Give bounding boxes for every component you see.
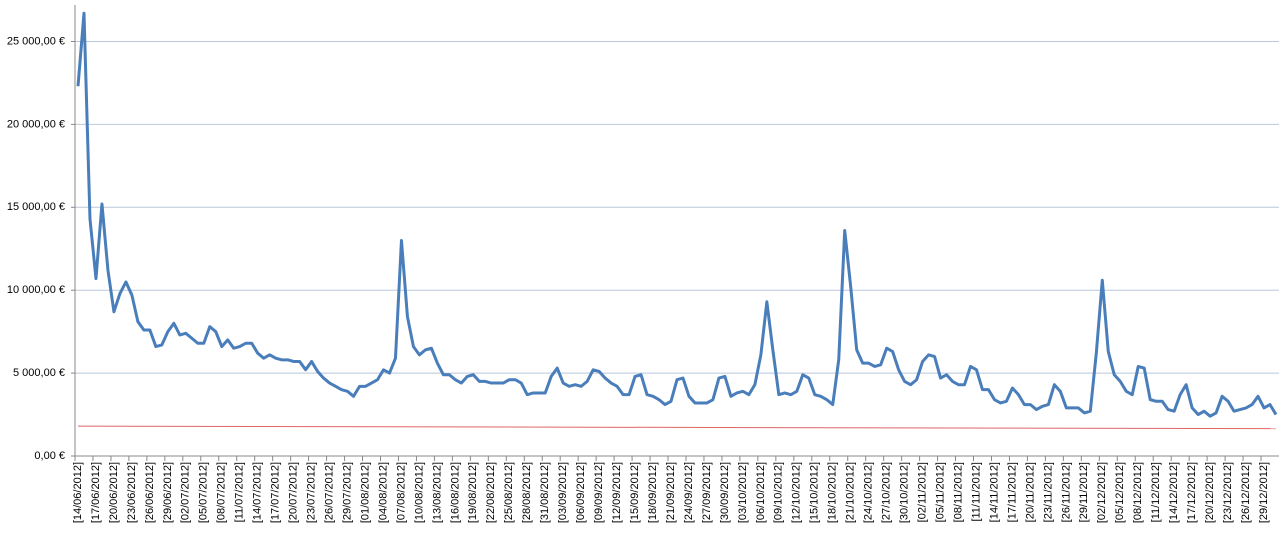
- x-tick-label: [06/10/2012]: [755, 462, 767, 523]
- x-tick-label: [18/09/2012]: [647, 462, 659, 523]
- x-tick-label: [17/07/2012]: [270, 462, 282, 523]
- x-tick-label: [24/10/2012]: [863, 462, 875, 523]
- x-tick-label: [06/09/2012]: [575, 462, 587, 523]
- y-tick-label: 10 000,00 €: [7, 284, 65, 296]
- x-tick-label: [29/11/2012]: [1078, 462, 1090, 522]
- x-tick-label: [27/09/2012]: [701, 462, 713, 523]
- x-tick-label: [02/07/2012]: [180, 462, 192, 523]
- x-tick-label: [16/08/2012]: [449, 462, 461, 523]
- data-line: [76, 11, 1278, 418]
- x-tick-label: [11/11/2012]: [970, 462, 982, 522]
- x-tick-label: [17/12/2012]: [1186, 462, 1198, 523]
- x-tick-label: [25/08/2012]: [503, 462, 515, 523]
- x-tick-label: [26/12/2012]: [1240, 462, 1252, 523]
- x-tick-label: [18/10/2012]: [827, 462, 839, 523]
- x-tick-label: [15/09/2012]: [629, 462, 641, 523]
- x-tick-label: [07/08/2012]: [395, 462, 407, 523]
- x-tick-label: [23/11/2012]: [1042, 462, 1054, 522]
- x-tick-label: [28/08/2012]: [521, 462, 533, 523]
- x-tick-label: [01/08/2012]: [359, 462, 371, 523]
- x-tick-label: [27/10/2012]: [881, 462, 893, 523]
- x-tick-label: [03/09/2012]: [557, 462, 569, 523]
- x-tick-label: [11/07/2012]: [234, 462, 246, 522]
- x-tick-label: [23/12/2012]: [1222, 462, 1234, 523]
- x-tick-label: [14/07/2012]: [252, 462, 264, 523]
- x-tick-label: [02/11/2012]: [916, 462, 928, 522]
- x-tick-label: [13/08/2012]: [431, 462, 443, 523]
- x-tick-label: [20/06/2012]: [108, 462, 120, 523]
- y-tick-label: 5 000,00 €: [13, 367, 65, 379]
- x-tick-label: [23/06/2012]: [126, 462, 138, 523]
- x-tick-label: [11/12/2012]: [1150, 462, 1162, 522]
- x-tick-label: [14/12/2012]: [1168, 462, 1180, 523]
- x-tick-label: [12/10/2012]: [791, 462, 803, 523]
- x-tick-label: [30/09/2012]: [719, 462, 731, 523]
- x-tick-label: [08/12/2012]: [1132, 462, 1144, 523]
- y-tick-label: 20 000,00 €: [7, 118, 65, 130]
- x-tick-label: [14/06/2012]: [72, 462, 84, 523]
- x-tick-label: [20/07/2012]: [288, 462, 300, 523]
- x-tick-label: [30/10/2012]: [899, 462, 911, 523]
- x-tick-label: [24/09/2012]: [683, 462, 695, 523]
- x-tick-label: [14/11/2012]: [988, 462, 1000, 522]
- x-tick-label: [10/08/2012]: [413, 462, 425, 523]
- x-tick-label: [09/10/2012]: [773, 462, 785, 523]
- x-tick-label: [21/10/2012]: [845, 462, 857, 523]
- x-tick-label: [08/11/2012]: [952, 462, 964, 522]
- x-tick-label: [04/08/2012]: [377, 462, 389, 523]
- x-tick-label: [15/10/2012]: [809, 462, 821, 523]
- x-tick-label: [21/09/2012]: [665, 462, 677, 523]
- x-tick-label: [08/07/2012]: [216, 462, 228, 523]
- x-tick-label: [05/11/2012]: [934, 462, 946, 522]
- y-tick-label: 0,00 €: [34, 450, 65, 462]
- x-tick-label: [29/12/2012]: [1258, 462, 1270, 523]
- x-tick-label: [03/10/2012]: [737, 462, 749, 523]
- x-tick-label: [02/12/2012]: [1096, 462, 1108, 523]
- x-tick-label: [17/06/2012]: [90, 462, 102, 523]
- x-tick-label: [20/11/2012]: [1024, 462, 1036, 522]
- x-tick-label: [09/09/2012]: [593, 462, 605, 523]
- x-tick-label: [29/07/2012]: [341, 462, 353, 523]
- x-tick-label: [17/11/2012]: [1006, 462, 1018, 522]
- x-tick-label: [29/06/2012]: [162, 462, 174, 523]
- x-tick-label: [22/08/2012]: [485, 462, 497, 523]
- x-tick-label: [31/08/2012]: [539, 462, 551, 523]
- x-tick-label: [20/12/2012]: [1204, 462, 1216, 523]
- x-tick-label: [19/08/2012]: [467, 462, 479, 523]
- x-tick-label: [26/07/2012]: [323, 462, 335, 523]
- x-tick-label: [26/06/2012]: [144, 462, 156, 523]
- x-tick-label: [05/07/2012]: [198, 462, 210, 523]
- y-tick-label: 25 000,00 €: [7, 35, 65, 47]
- x-tick-label: [05/12/2012]: [1114, 462, 1126, 523]
- x-tick-label: [23/07/2012]: [306, 462, 318, 523]
- y-tick-label: 15 000,00 €: [7, 201, 65, 213]
- trendline: [77, 425, 1277, 430]
- x-tick-label: [26/11/2012]: [1060, 462, 1072, 522]
- x-tick-label: [12/09/2012]: [611, 462, 623, 523]
